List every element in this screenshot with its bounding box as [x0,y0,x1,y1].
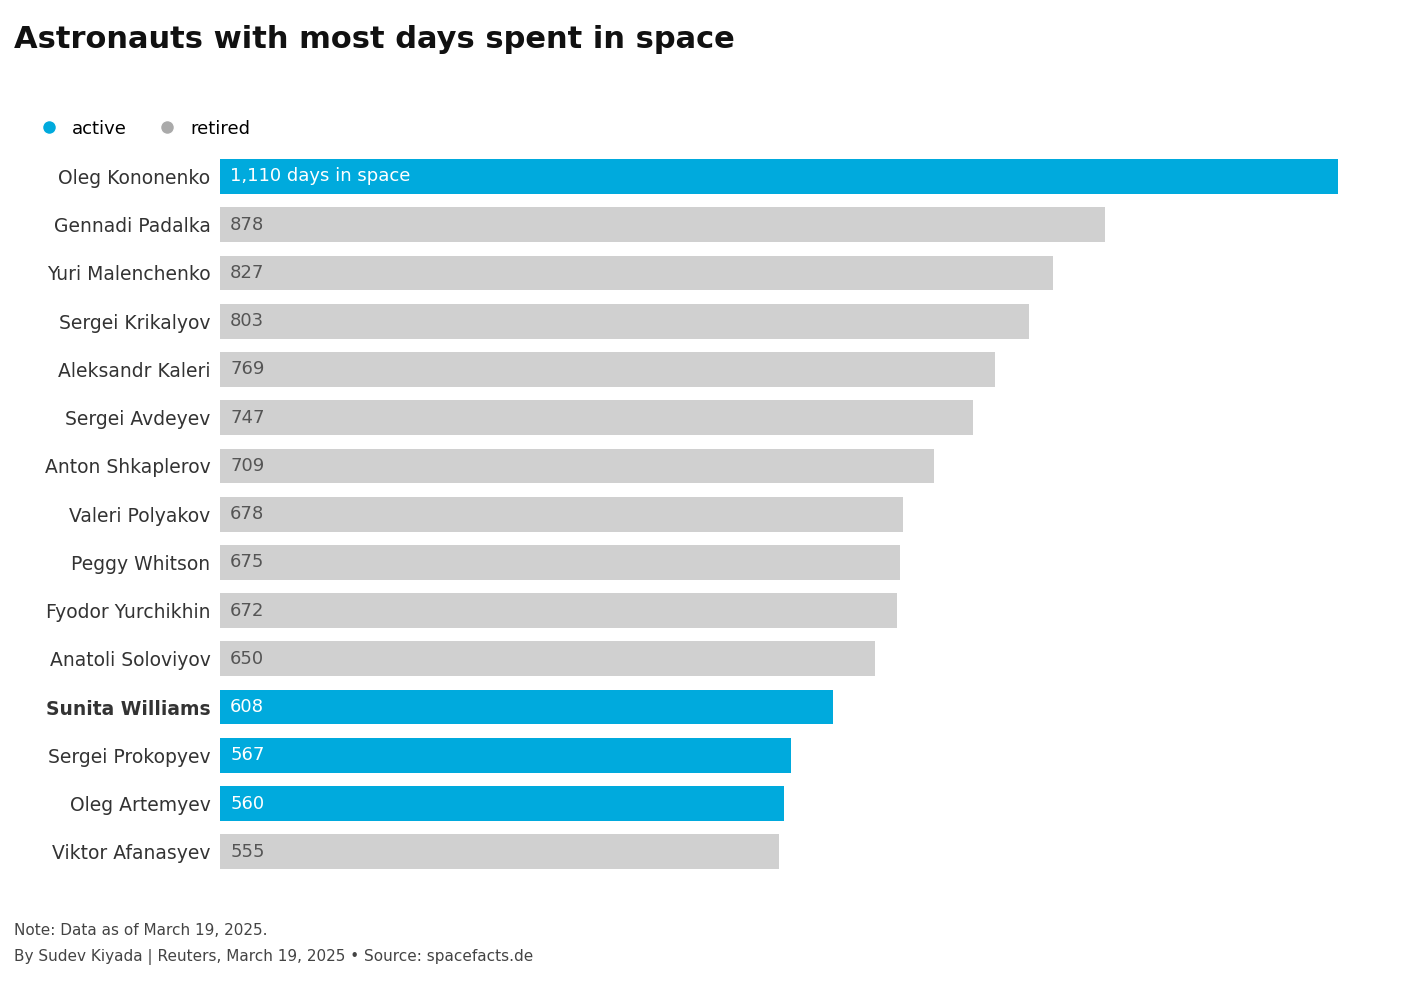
Text: Astronauts with most days spent in space: Astronauts with most days spent in space [14,25,736,53]
Bar [220,545,900,580]
Text: 803: 803 [230,312,264,331]
Bar [220,690,832,724]
Text: 1,110 days in space: 1,110 days in space [230,167,410,185]
Bar [220,400,973,435]
Text: 567: 567 [230,746,264,765]
Bar [220,449,934,483]
Bar [220,834,780,869]
Bar [220,738,791,772]
Text: 878: 878 [230,215,264,233]
Text: By Sudev Kiyada | Reuters, March 19, 2025 • Source: spacefacts.de: By Sudev Kiyada | Reuters, March 19, 202… [14,949,534,964]
Bar [220,352,995,387]
Bar [220,208,1105,242]
Text: 672: 672 [230,601,264,620]
Bar [220,642,875,676]
Text: 650: 650 [230,649,264,668]
Text: 608: 608 [230,698,264,716]
Bar [220,159,1339,194]
Text: 560: 560 [230,795,264,813]
Bar [220,593,897,628]
Text: 747: 747 [230,408,264,427]
Bar [220,497,903,531]
Bar [220,256,1054,290]
Text: 678: 678 [230,505,264,523]
Text: 555: 555 [230,843,264,861]
Bar [220,786,784,821]
Legend: active, retired: active, retired [23,112,257,145]
Text: 827: 827 [230,264,264,282]
Text: 769: 769 [230,360,264,379]
Text: 675: 675 [230,553,264,572]
Text: 709: 709 [230,457,264,475]
Bar [220,304,1030,338]
Text: Note: Data as of March 19, 2025.: Note: Data as of March 19, 2025. [14,923,268,938]
